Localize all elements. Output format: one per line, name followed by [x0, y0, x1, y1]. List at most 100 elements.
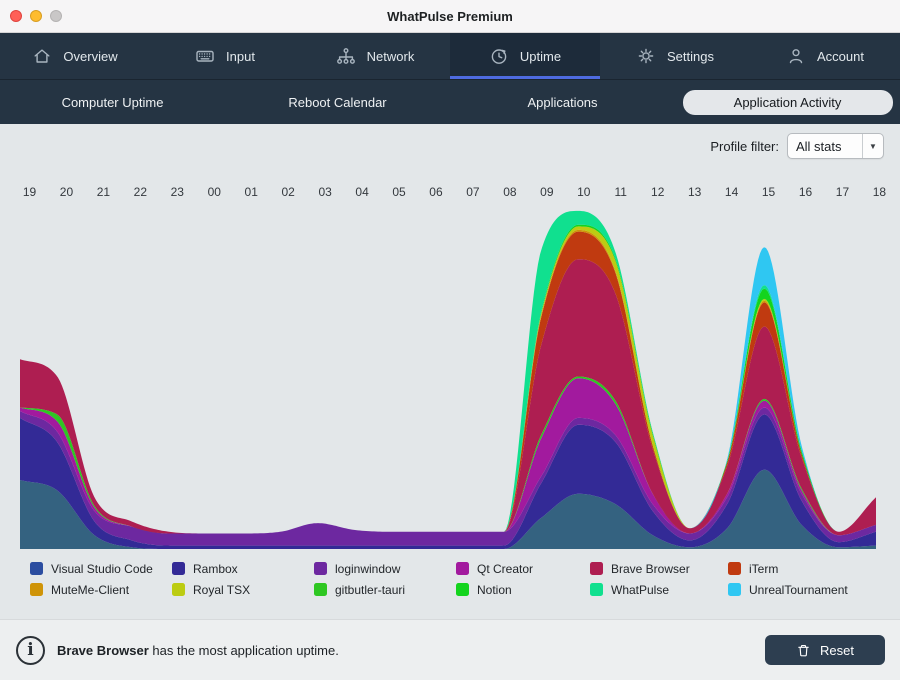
tab-overview[interactable]: Overview [0, 33, 150, 79]
subtab-application-activity[interactable]: Application Activity [675, 80, 900, 124]
footer-rest: has the most application uptime. [152, 642, 339, 658]
legend-label: loginwindow [335, 561, 401, 576]
x-axis-label-09: 09 [540, 185, 554, 199]
x-axis-label-20: 20 [59, 185, 74, 199]
legend-item-gitbutler-tauri[interactable]: gitbutler-tauri [314, 583, 456, 597]
subtab-label: Application Activity [682, 89, 893, 115]
legend-swatch-loginwindow [314, 562, 327, 575]
legend-item-unrealtournament[interactable]: UnrealTournament [728, 583, 848, 597]
legend-swatch-qt-creator [456, 562, 469, 575]
legend-label: Notion [477, 582, 512, 597]
legend-label: iTerm [749, 561, 779, 576]
x-axis-label-05: 05 [392, 185, 406, 199]
x-axis-label-13: 13 [687, 185, 702, 199]
legend-label: gitbutler-tauri [335, 582, 406, 597]
main-nav: Overview Input Network Uptime Settings Accoun… [0, 33, 900, 79]
legend-swatch-muteme-client [30, 583, 43, 596]
legend-item-qt-creator[interactable]: Qt Creator [456, 562, 590, 576]
x-axis-label-06: 06 [429, 185, 443, 199]
area-qt-creator [20, 378, 876, 536]
keyboard-icon [195, 46, 215, 66]
close-window-button[interactable] [10, 10, 22, 22]
subtab-label: Computer Uptime [61, 94, 164, 110]
area-rambox [20, 414, 876, 549]
subtab-reboot-calendar[interactable]: Reboot Calendar [225, 80, 450, 124]
profile-filter-value: All stats [796, 138, 842, 154]
legend-item-notion[interactable]: Notion [456, 583, 590, 597]
legend-swatch-gitbutler-tauri [314, 583, 327, 596]
legend-item-loginwindow[interactable]: loginwindow [314, 562, 456, 576]
x-axis-label-03: 03 [318, 185, 332, 199]
legend-label: MuteMe-Client [51, 582, 130, 597]
legend-item-rambox[interactable]: Rambox [172, 562, 314, 576]
profile-filter-select[interactable]: All stats ▼ [787, 133, 884, 159]
tab-label: Settings [667, 48, 714, 64]
trash-icon [798, 644, 809, 656]
profile-filter-row: Profile filter: All stats ▼ [710, 133, 884, 159]
x-axis-label-11: 11 [614, 185, 627, 199]
footer: i Brave Browser has the most application… [0, 619, 900, 680]
sub-nav: Computer Uptime Reboot Calendar Applicatio… [0, 79, 900, 124]
legend-swatch-royal-tsx [172, 583, 185, 596]
legend-label: Brave Browser [611, 561, 690, 576]
tab-account[interactable]: Account [750, 33, 900, 79]
subtab-computer-uptime[interactable]: Computer Uptime [0, 80, 225, 124]
legend-label: Qt Creator [477, 561, 534, 576]
legend-item-muteme-client[interactable]: MuteMe-Client [30, 583, 172, 597]
chart-legend: Visual Studio Code Rambox loginwindow Qt Cr… [30, 558, 848, 600]
x-axis-label-14: 14 [724, 185, 739, 199]
footer-highlight: Brave Browser [57, 642, 149, 658]
legend-item-brave-browser[interactable]: Brave Browser [590, 562, 728, 576]
x-axis-label-01: 01 [244, 185, 258, 199]
tab-settings[interactable]: Settings [600, 33, 750, 79]
legend-swatch-rambox [172, 562, 185, 575]
chevron-down-icon[interactable]: ▼ [862, 134, 883, 158]
clock-icon [489, 46, 509, 66]
x-axis-label-22: 22 [133, 185, 148, 199]
legend-label: Royal TSX [193, 582, 251, 597]
subtab-applications[interactable]: Applications [450, 80, 675, 124]
x-axis-label-02: 02 [281, 185, 295, 199]
legend-label: UnrealTournament [749, 582, 848, 597]
legend-item-whatpulse[interactable]: WhatPulse [590, 583, 728, 597]
x-axis-label-18: 18 [872, 185, 887, 199]
footer-info: i Brave Browser has the most application… [0, 635, 339, 665]
subtab-label: Reboot Calendar [288, 94, 387, 110]
area-visual-studio-code [20, 469, 876, 549]
x-axis-label-17: 17 [835, 185, 850, 199]
network-icon [336, 46, 356, 66]
subtab-label: Applications [527, 94, 598, 110]
tab-input[interactable]: Input [150, 33, 300, 79]
x-axis-label-08: 08 [503, 185, 517, 199]
legend-swatch-iterm [728, 562, 741, 575]
x-axis-label-04: 04 [355, 185, 369, 199]
footer-message: Brave Browser has the most application u… [57, 643, 339, 658]
reset-button[interactable]: Reset [765, 635, 885, 665]
nav-tabs: Overview Input Network Uptime Settings Accoun… [0, 33, 900, 79]
tab-label: Uptime [519, 48, 562, 64]
x-axis-label-19: 19 [22, 185, 37, 199]
x-axis-labels: 19 20 21 22 23 00 01 02 03 04 05 06 07 08 09 10 11 12 13 14… [20, 185, 889, 199]
legend-item-royal-tsx[interactable]: Royal TSX [172, 583, 314, 597]
info-icon: i [16, 635, 45, 665]
person-icon [786, 46, 806, 66]
legend-swatch-whatpulse [590, 583, 603, 596]
x-axis-label-07: 07 [466, 185, 480, 199]
minimize-window-button[interactable] [30, 10, 42, 22]
tab-label: Input [226, 48, 255, 64]
reset-label: Reset [820, 642, 854, 658]
tab-label: Account [817, 48, 864, 64]
tab-network[interactable]: Network [300, 33, 450, 79]
window-title: WhatPulse Premium [387, 8, 513, 24]
tab-uptime[interactable]: Uptime [450, 33, 600, 79]
legend-swatch-notion [456, 583, 469, 596]
titlebar: WhatPulse Premium [0, 0, 900, 33]
zoom-window-button[interactable] [50, 10, 62, 22]
legend-swatch-visual-studio-code [30, 562, 43, 575]
gear-icon [636, 46, 656, 66]
x-axis-label-21: 21 [96, 185, 111, 199]
legend-item-iterm[interactable]: iTerm [728, 562, 848, 576]
legend-item-visual-studio-code[interactable]: Visual Studio Code [30, 562, 172, 576]
application-activity-chart[interactable] [20, 204, 876, 549]
